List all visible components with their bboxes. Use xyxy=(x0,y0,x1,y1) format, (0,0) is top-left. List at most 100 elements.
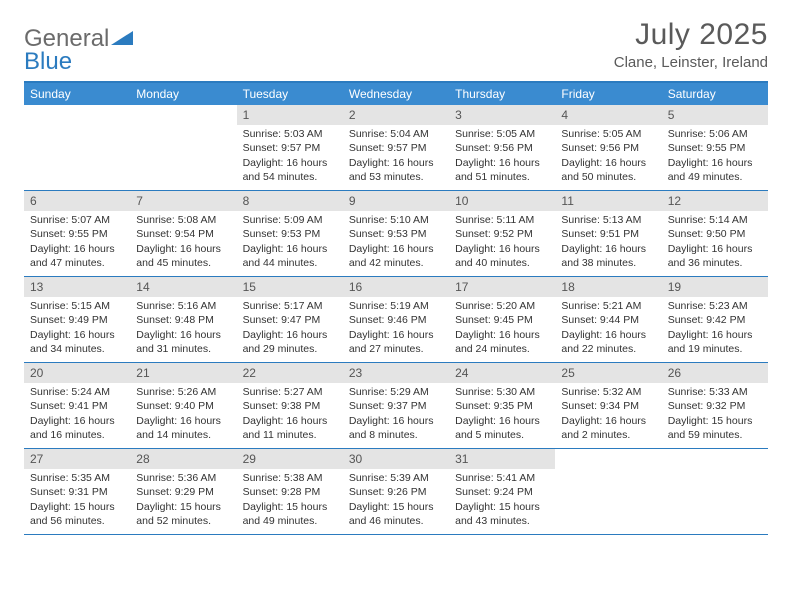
day-cell: 22Sunrise: 5:27 AMSunset: 9:38 PMDayligh… xyxy=(237,363,343,448)
sunrise-text: Sunrise: 5:30 AM xyxy=(455,385,549,399)
calendar-grid: Sunday Monday Tuesday Wednesday Thursday… xyxy=(24,81,768,535)
location-subtitle: Clane, Leinster, Ireland xyxy=(614,54,768,71)
day-content: Sunrise: 5:36 AMSunset: 9:29 PMDaylight:… xyxy=(130,469,236,532)
day-number: 15 xyxy=(237,277,343,297)
day-cell: 12Sunrise: 5:14 AMSunset: 9:50 PMDayligh… xyxy=(662,191,768,276)
sunrise-text: Sunrise: 5:09 AM xyxy=(243,213,337,227)
sunset-text: Sunset: 9:53 PM xyxy=(243,227,337,241)
sunrise-text: Sunrise: 5:14 AM xyxy=(668,213,762,227)
sunset-text: Sunset: 9:54 PM xyxy=(136,227,230,241)
daylight-text: Daylight: 16 hours and 16 minutes. xyxy=(30,414,124,442)
sunrise-text: Sunrise: 5:19 AM xyxy=(349,299,443,313)
sunrise-text: Sunrise: 5:21 AM xyxy=(561,299,655,313)
day-cell xyxy=(24,105,130,190)
day-content: Sunrise: 5:15 AMSunset: 9:49 PMDaylight:… xyxy=(24,297,130,360)
daylight-text: Daylight: 16 hours and 5 minutes. xyxy=(455,414,549,442)
day-number: 10 xyxy=(449,191,555,211)
day-content: Sunrise: 5:14 AMSunset: 9:50 PMDaylight:… xyxy=(662,211,768,274)
day-cell: 8Sunrise: 5:09 AMSunset: 9:53 PMDaylight… xyxy=(237,191,343,276)
sunrise-text: Sunrise: 5:27 AM xyxy=(243,385,337,399)
day-number: 16 xyxy=(343,277,449,297)
day-cell: 27Sunrise: 5:35 AMSunset: 9:31 PMDayligh… xyxy=(24,449,130,534)
day-number: 31 xyxy=(449,449,555,469)
sunrise-text: Sunrise: 5:03 AM xyxy=(243,127,337,141)
sunrise-text: Sunrise: 5:06 AM xyxy=(668,127,762,141)
day-cell: 30Sunrise: 5:39 AMSunset: 9:26 PMDayligh… xyxy=(343,449,449,534)
day-content: Sunrise: 5:39 AMSunset: 9:26 PMDaylight:… xyxy=(343,469,449,532)
sunset-text: Sunset: 9:55 PM xyxy=(30,227,124,241)
logo-triangle-icon xyxy=(111,24,133,52)
day-content: Sunrise: 5:04 AMSunset: 9:57 PMDaylight:… xyxy=(343,125,449,188)
sunrise-text: Sunrise: 5:08 AM xyxy=(136,213,230,227)
day-content: Sunrise: 5:26 AMSunset: 9:40 PMDaylight:… xyxy=(130,383,236,446)
sunset-text: Sunset: 9:29 PM xyxy=(136,485,230,499)
sunset-text: Sunset: 9:57 PM xyxy=(243,141,337,155)
day-number: 20 xyxy=(24,363,130,383)
day-number: 4 xyxy=(555,105,661,125)
daylight-text: Daylight: 15 hours and 52 minutes. xyxy=(136,500,230,528)
sunrise-text: Sunrise: 5:20 AM xyxy=(455,299,549,313)
month-title: July 2025 xyxy=(614,18,768,52)
day-cell: 10Sunrise: 5:11 AMSunset: 9:52 PMDayligh… xyxy=(449,191,555,276)
day-cell: 18Sunrise: 5:21 AMSunset: 9:44 PMDayligh… xyxy=(555,277,661,362)
week-row: 20Sunrise: 5:24 AMSunset: 9:41 PMDayligh… xyxy=(24,363,768,449)
day-cell: 25Sunrise: 5:32 AMSunset: 9:34 PMDayligh… xyxy=(555,363,661,448)
sunset-text: Sunset: 9:56 PM xyxy=(561,141,655,155)
daylight-text: Daylight: 16 hours and 8 minutes. xyxy=(349,414,443,442)
day-cell: 26Sunrise: 5:33 AMSunset: 9:32 PMDayligh… xyxy=(662,363,768,448)
day-content: Sunrise: 5:16 AMSunset: 9:48 PMDaylight:… xyxy=(130,297,236,360)
sunrise-text: Sunrise: 5:24 AM xyxy=(30,385,124,399)
weekday-header: Monday xyxy=(130,83,236,105)
day-content: Sunrise: 5:23 AMSunset: 9:42 PMDaylight:… xyxy=(662,297,768,360)
weekday-header: Thursday xyxy=(449,83,555,105)
weekday-header-row: Sunday Monday Tuesday Wednesday Thursday… xyxy=(24,83,768,105)
sunset-text: Sunset: 9:34 PM xyxy=(561,399,655,413)
day-cell: 5Sunrise: 5:06 AMSunset: 9:55 PMDaylight… xyxy=(662,105,768,190)
day-number: 29 xyxy=(237,449,343,469)
daylight-text: Daylight: 16 hours and 19 minutes. xyxy=(668,328,762,356)
day-number xyxy=(662,449,768,453)
sunset-text: Sunset: 9:55 PM xyxy=(668,141,762,155)
day-cell: 23Sunrise: 5:29 AMSunset: 9:37 PMDayligh… xyxy=(343,363,449,448)
daylight-text: Daylight: 16 hours and 40 minutes. xyxy=(455,242,549,270)
sunset-text: Sunset: 9:28 PM xyxy=(243,485,337,499)
header: General July 2025 Clane, Leinster, Irela… xyxy=(24,18,768,71)
sunrise-text: Sunrise: 5:36 AM xyxy=(136,471,230,485)
day-cell: 11Sunrise: 5:13 AMSunset: 9:51 PMDayligh… xyxy=(555,191,661,276)
day-number: 26 xyxy=(662,363,768,383)
daylight-text: Daylight: 15 hours and 46 minutes. xyxy=(349,500,443,528)
sunrise-text: Sunrise: 5:15 AM xyxy=(30,299,124,313)
day-number: 24 xyxy=(449,363,555,383)
sunset-text: Sunset: 9:44 PM xyxy=(561,313,655,327)
day-cell: 15Sunrise: 5:17 AMSunset: 9:47 PMDayligh… xyxy=(237,277,343,362)
sunrise-text: Sunrise: 5:04 AM xyxy=(349,127,443,141)
sunset-text: Sunset: 9:31 PM xyxy=(30,485,124,499)
daylight-text: Daylight: 16 hours and 54 minutes. xyxy=(243,156,337,184)
sunset-text: Sunset: 9:56 PM xyxy=(455,141,549,155)
week-row: 1Sunrise: 5:03 AMSunset: 9:57 PMDaylight… xyxy=(24,105,768,191)
daylight-text: Daylight: 16 hours and 42 minutes. xyxy=(349,242,443,270)
day-cell: 6Sunrise: 5:07 AMSunset: 9:55 PMDaylight… xyxy=(24,191,130,276)
week-row: 6Sunrise: 5:07 AMSunset: 9:55 PMDaylight… xyxy=(24,191,768,277)
day-number: 27 xyxy=(24,449,130,469)
sunset-text: Sunset: 9:26 PM xyxy=(349,485,443,499)
sunset-text: Sunset: 9:51 PM xyxy=(561,227,655,241)
day-content: Sunrise: 5:29 AMSunset: 9:37 PMDaylight:… xyxy=(343,383,449,446)
weeks-container: 1Sunrise: 5:03 AMSunset: 9:57 PMDaylight… xyxy=(24,105,768,535)
weekday-header: Saturday xyxy=(662,83,768,105)
day-number: 23 xyxy=(343,363,449,383)
sunrise-text: Sunrise: 5:16 AM xyxy=(136,299,230,313)
sunset-text: Sunset: 9:45 PM xyxy=(455,313,549,327)
daylight-text: Daylight: 16 hours and 44 minutes. xyxy=(243,242,337,270)
day-number xyxy=(555,449,661,453)
day-cell: 16Sunrise: 5:19 AMSunset: 9:46 PMDayligh… xyxy=(343,277,449,362)
day-cell: 31Sunrise: 5:41 AMSunset: 9:24 PMDayligh… xyxy=(449,449,555,534)
day-number xyxy=(130,105,236,109)
daylight-text: Daylight: 16 hours and 27 minutes. xyxy=(349,328,443,356)
day-number: 22 xyxy=(237,363,343,383)
day-number: 5 xyxy=(662,105,768,125)
day-number: 30 xyxy=(343,449,449,469)
day-cell: 29Sunrise: 5:38 AMSunset: 9:28 PMDayligh… xyxy=(237,449,343,534)
sunrise-text: Sunrise: 5:10 AM xyxy=(349,213,443,227)
day-number: 17 xyxy=(449,277,555,297)
